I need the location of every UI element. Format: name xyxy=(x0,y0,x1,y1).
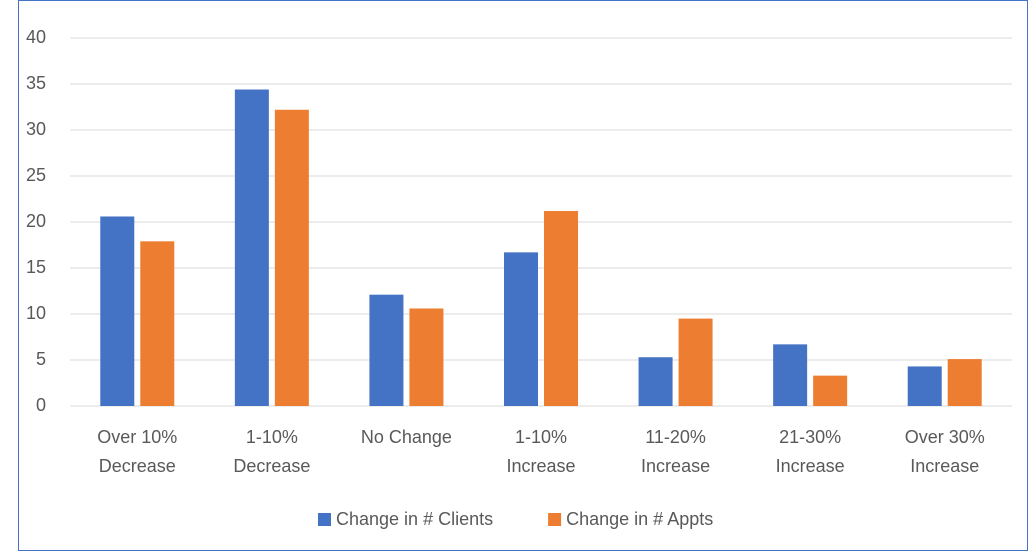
x-tick-label: Decrease xyxy=(99,456,176,476)
y-tick-label: 5 xyxy=(36,349,46,369)
bar xyxy=(504,252,538,406)
bar xyxy=(947,359,982,406)
x-tick-label: Increase xyxy=(641,456,710,476)
bar xyxy=(369,294,404,406)
legend-label: Change in # Appts xyxy=(566,509,713,529)
y-tick-label: 35 xyxy=(26,73,46,93)
bar xyxy=(638,357,673,406)
bar xyxy=(274,109,309,406)
x-tick-label: 1-10% xyxy=(246,427,298,447)
bar xyxy=(100,216,135,406)
bar xyxy=(773,344,808,406)
legend-label: Change in # Clients xyxy=(336,509,493,529)
y-tick-label: 15 xyxy=(26,257,46,277)
bar xyxy=(409,308,444,406)
x-tick-label: 21-30% xyxy=(779,427,841,447)
legend-swatch xyxy=(548,513,562,526)
bar xyxy=(678,318,713,406)
y-tick-label: 10 xyxy=(26,303,46,323)
y-tick-label: 30 xyxy=(26,119,46,139)
x-tick-label: 11-20% xyxy=(645,427,706,447)
y-tick-label: 25 xyxy=(26,165,46,185)
bar xyxy=(544,210,578,406)
x-tick-label: Increase xyxy=(506,456,575,476)
y-tick-label: 20 xyxy=(26,211,46,231)
x-tick-label: Decrease xyxy=(233,456,310,476)
x-tick-label: 1-10% xyxy=(515,427,567,447)
legend-swatch xyxy=(318,513,331,526)
bar xyxy=(907,366,942,406)
bar xyxy=(140,241,175,406)
bar xyxy=(813,375,848,406)
x-tick-label: Increase xyxy=(910,456,979,476)
x-tick-label: Over 10% xyxy=(97,427,177,447)
x-tick-label: Increase xyxy=(776,456,845,476)
x-tick-label: Over 30% xyxy=(905,427,985,447)
y-tick-label: 0 xyxy=(36,395,46,415)
x-tick-label: No Change xyxy=(361,427,452,447)
bar xyxy=(234,89,269,407)
y-tick-label: 40 xyxy=(26,27,46,47)
